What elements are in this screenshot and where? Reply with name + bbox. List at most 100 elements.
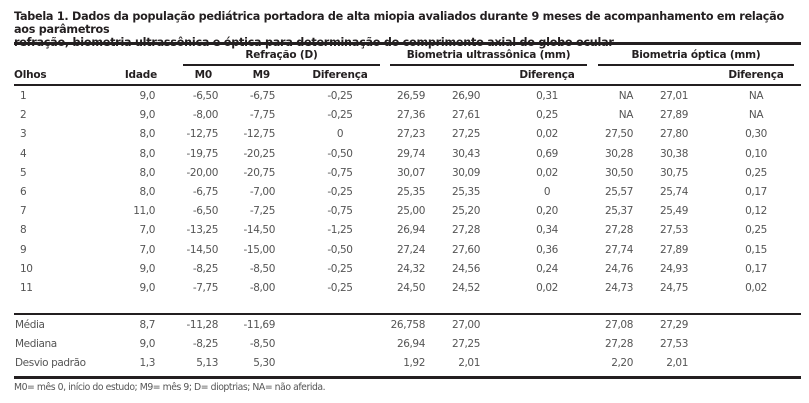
cell-m9: -15,00 <box>243 243 276 256</box>
cell-u0: 1,92 <box>403 357 425 369</box>
cell-o0: 30,50 <box>604 166 633 179</box>
cell-u0: 27,23 <box>396 128 425 141</box>
header-rule <box>14 84 801 86</box>
cell-idade: 9,0 <box>139 262 156 275</box>
cell-idade: 1,3 <box>139 357 156 369</box>
cell-o9: 27,80 <box>659 128 688 141</box>
cell-olho: Mediana <box>15 338 57 350</box>
cell-o9: 30,75 <box>659 166 688 179</box>
group-header-refracao: Refração (D) <box>245 49 318 61</box>
cell-o0: 27,50 <box>604 128 633 141</box>
cell-idade: 8,7 <box>139 319 156 331</box>
cell-m9: -20,25 <box>243 147 276 160</box>
cell-u-diff: 0,25 <box>536 109 558 122</box>
cell-m0: -7,75 <box>192 282 219 294</box>
col-header-olhos: Olhos <box>14 69 47 81</box>
cell-idade: 11,0 <box>133 205 155 218</box>
cell-o0: 25,37 <box>604 205 633 218</box>
cell-olho: 10 <box>20 262 33 275</box>
cell-m9: 5,30 <box>253 357 275 369</box>
cell-u-diff: 0,34 <box>536 224 558 237</box>
cell-m9: -12,75 <box>243 128 276 141</box>
cell-u9: 27,25 <box>451 338 480 350</box>
cell-u9: 24,56 <box>451 262 480 275</box>
cell-olho: 2 <box>20 109 27 122</box>
cell-idade: 7,0 <box>139 224 156 237</box>
cell-o0: 27,28 <box>604 224 633 237</box>
cell-o-diff <box>716 357 796 370</box>
cell-u-diff: 0,31 <box>536 90 558 102</box>
cell-u-diff: 0,02 <box>536 128 558 141</box>
cell-u0: 24,50 <box>396 282 425 294</box>
cell-ref-diff: -0,25 <box>327 282 353 294</box>
cell-m0: -8,00 <box>192 109 219 122</box>
cell-olho: 3 <box>20 128 27 141</box>
cell-m0: -12,75 <box>186 128 219 141</box>
cell-o9: 30,38 <box>659 147 688 160</box>
col-header-ultra-diferenca: Diferença <box>519 69 575 81</box>
cell-olho: Média <box>15 319 45 331</box>
cell-u-diff: 0,36 <box>536 243 558 256</box>
cell-m0: -6,75 <box>192 186 219 198</box>
cell-o9: 2,01 <box>666 357 688 369</box>
group-rule-biometria-ultrassonica <box>390 64 587 66</box>
cell-m0: -6,50 <box>192 205 219 218</box>
group-header-biometria-optica: Biometria óptica (mm) <box>631 49 761 61</box>
cell-u-diff: 0 <box>543 186 551 198</box>
cell-olho: 1 <box>20 90 27 102</box>
cell-m9: -11,69 <box>243 319 276 331</box>
cell-u0: 26,94 <box>396 338 425 350</box>
cell-ref-diff: -0,50 <box>327 147 353 160</box>
caption-line-1: Tabela 1. Dados da população pediátrica … <box>14 10 784 36</box>
cell-m9: -7,00 <box>249 186 276 198</box>
cell-idade: 9,0 <box>139 282 156 294</box>
cell-ref-diff: -0,25 <box>327 262 353 275</box>
cell-ref-diff: -0,75 <box>327 166 353 179</box>
cell-idade: 8,0 <box>139 166 156 179</box>
cell-o-diff <box>716 319 796 332</box>
bottom-rule <box>14 376 801 379</box>
cell-idade: 9,0 <box>139 90 156 102</box>
cell-o9: 24,93 <box>659 262 688 275</box>
cell-u-diff <box>507 319 587 332</box>
cell-u0: 26,758 <box>390 319 426 331</box>
cell-o0: 24,73 <box>604 282 633 294</box>
cell-idade: 9,0 <box>139 338 156 350</box>
col-header-m0: M0 <box>194 69 213 81</box>
cell-u0: 26,59 <box>396 90 425 102</box>
cell-m0: -14,50 <box>186 243 219 256</box>
cell-m0: 5,13 <box>196 357 218 369</box>
cell-o0: 2,20 <box>611 357 633 369</box>
cell-o-diff: NA <box>748 109 764 122</box>
cell-o9: 27,89 <box>659 243 688 256</box>
cell-m0: -11,28 <box>186 319 219 331</box>
cell-u-diff: 0,24 <box>536 262 558 275</box>
cell-ref-diff: -0,25 <box>327 109 353 122</box>
cell-olho: 11 <box>20 282 33 294</box>
cell-o-diff: 0,10 <box>745 147 767 160</box>
cell-o0: 27,74 <box>604 243 633 256</box>
cell-m9: -6,75 <box>249 90 276 102</box>
cell-m9: -14,50 <box>243 224 276 237</box>
cell-o-diff: 0,17 <box>745 186 767 198</box>
cell-idade: 8,0 <box>139 147 156 160</box>
cell-u-diff <box>507 357 587 370</box>
cell-m9: -20,75 <box>243 166 276 179</box>
cell-ref-diff: -0,50 <box>327 243 353 256</box>
cell-u0: 25,35 <box>396 186 425 198</box>
cell-u0: 27,36 <box>396 109 425 122</box>
group-rule-biometria-optica <box>598 64 794 66</box>
cell-o-diff: 0,02 <box>745 282 767 294</box>
cell-u9: 27,60 <box>451 243 480 256</box>
group-rule-refracao <box>183 64 380 66</box>
cell-m0: -6,50 <box>192 90 219 102</box>
cell-u9: 25,35 <box>451 186 480 198</box>
cell-o9: 27,89 <box>659 109 688 122</box>
cell-olho: Desvio padrão <box>15 357 86 369</box>
cell-o9: 27,53 <box>659 224 688 237</box>
cell-o0: 27,08 <box>604 319 633 331</box>
cell-o9: 27,01 <box>659 90 688 102</box>
cell-m0: -19,75 <box>186 147 219 160</box>
cell-o0: 25,57 <box>604 186 633 198</box>
cell-ref-diff: -0,75 <box>327 205 353 218</box>
